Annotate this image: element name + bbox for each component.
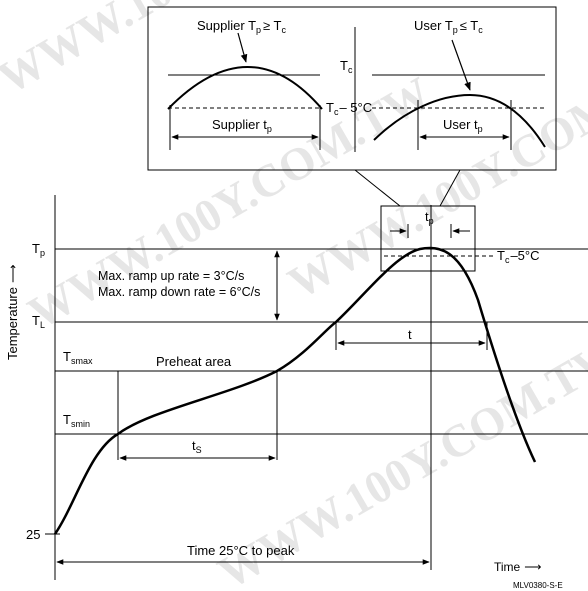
inset-tc-label: Tc (340, 58, 353, 75)
main-chart: Tp TL Tsmax Tsmin 25 Temperature⟶ Max. r… (5, 195, 588, 590)
zoom-connector-right (439, 169, 461, 207)
inset-left-title: Supplier Tp ≥ Tc (197, 18, 286, 35)
inset-right-span-label: User tp (443, 117, 483, 134)
ts-span-label: tS (192, 438, 202, 455)
peak-zoom-box: tp Tc–5°C (380, 205, 540, 272)
inset-right-panel: User Tp ≤ Tc User tp (372, 18, 546, 150)
inset-frame (147, 6, 557, 171)
ramp-down-label: Max. ramp down rate = 6°C/s (98, 285, 260, 299)
inset-right-title: User Tp ≤ Tc (414, 18, 483, 35)
t-span-label: t (408, 327, 412, 342)
y-axis-title: Temperature⟶ (5, 264, 20, 360)
diagram-code: MLV0380-S-E (513, 581, 563, 590)
inset-left-pointer (237, 32, 248, 63)
tp-level-label: Tp (32, 241, 45, 258)
inset-right-pointer (451, 39, 471, 91)
inset-box: Supplier Tp ≥ Tc Supplier tp Tc Tc– 5°C U… (147, 6, 557, 171)
time-to-peak-label: Time 25°C to peak (187, 543, 295, 558)
ambient-label: 25 (26, 527, 40, 542)
zoom-connector-left (354, 169, 401, 207)
inset-left-span-label: Supplier tp (212, 117, 272, 134)
inset-tc5-label: Tc– 5°C (326, 100, 372, 117)
inset-left-panel: Supplier Tp ≥ Tc Supplier tp (167, 18, 323, 150)
zoom-tp-label: tp (425, 209, 434, 226)
tsmin-level-label: Tsmin (63, 412, 90, 429)
inset-left-curve (167, 66, 323, 110)
tl-level-label: TL (32, 313, 45, 330)
x-axis-title: Time ⟶ (494, 560, 541, 574)
ramp-up-label: Max. ramp up rate = 3°C/s (98, 269, 244, 283)
preheat-area-label: Preheat area (156, 354, 232, 369)
tsmax-level-label: Tsmax (63, 349, 93, 366)
watermark-text-1: WWW.100Y.COM.TW (0, 0, 409, 104)
zoom-frame (380, 205, 476, 272)
inset-right-curve (373, 93, 546, 148)
zoom-tc5-label: Tc–5°C (497, 248, 540, 265)
